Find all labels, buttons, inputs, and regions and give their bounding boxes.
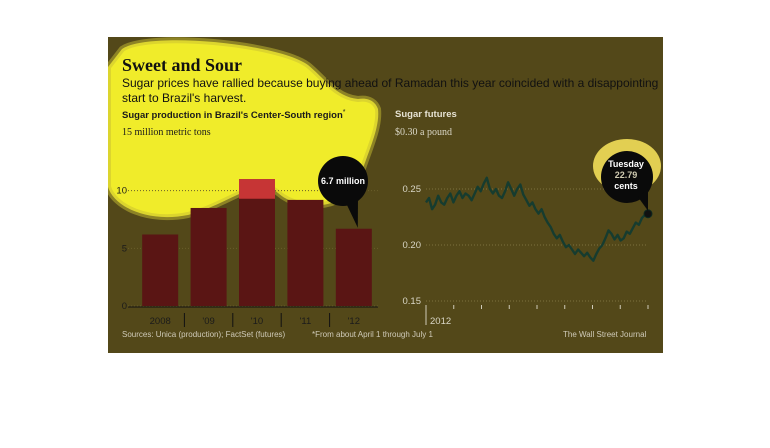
right-unit-label: $0.30 a pound: [395, 127, 452, 138]
bar-y-tick: 5: [122, 243, 127, 254]
chart-title: Sweet and Sour: [122, 55, 243, 75]
bar-callout-bubble: [318, 156, 368, 206]
line-y-tick: 0.20: [403, 240, 422, 251]
bar: [335, 228, 372, 306]
right-chart-title: Sugar futures: [395, 109, 457, 120]
line-y-tick: 0.15: [403, 296, 422, 307]
line-callout-pointer: [638, 189, 648, 211]
highlight-fill-outer: [108, 37, 382, 221]
bar-callout-text: 6.7 million: [320, 176, 365, 186]
bar: [190, 207, 227, 306]
left-chart-title: Sugar production in Brazil's Center-Sout…: [122, 109, 346, 122]
line-y-tick: 0.25: [403, 184, 422, 195]
left-unit-label: 15 million metric tons: [122, 127, 211, 138]
bar: [239, 179, 275, 306]
highlight-fill: [108, 40, 379, 218]
chart-subtitle: Sugar prices have rallied because buying…: [122, 76, 659, 105]
callout-line3: cents: [614, 181, 638, 191]
futures-line: [425, 176, 649, 262]
line-callout-text: Tuesday 22.79 cents: [601, 159, 651, 192]
line-endpoint-dot: [643, 209, 653, 219]
bar-callout-pointer: [346, 197, 358, 228]
bar-x-tick: '11: [300, 316, 312, 327]
callout-line1: Tuesday: [608, 159, 644, 169]
chart-panel: Sweet and Sour Sugar prices have rallied…: [108, 37, 663, 353]
footer-note: *From about April 1 through July 1: [312, 330, 433, 339]
bar-x-tick: '09: [202, 316, 214, 327]
bar: [142, 234, 179, 306]
callout-line2: 22.79: [614, 170, 638, 180]
bar: [287, 199, 324, 306]
bar-x-tick: '10: [251, 316, 263, 327]
charts-svg: 0 5 10 2008 '09 '10 '11 '12 0.15 0.20 0.25 2012: [116, 151, 653, 327]
bar-highlight: [239, 179, 275, 199]
line-x-tick: 2012: [430, 316, 451, 327]
footer-credit: The Wall Street Journal: [563, 330, 647, 339]
line-callout-bubble: [601, 151, 653, 203]
bar-y-tick: 0: [122, 301, 127, 312]
footer-sources: Sources: Unica (production); FactSet (fu…: [122, 330, 286, 339]
bar-y-tick: 10: [116, 186, 127, 197]
bar-x-tick: '12: [348, 316, 360, 327]
bar-x-tick: 2008: [150, 316, 171, 327]
